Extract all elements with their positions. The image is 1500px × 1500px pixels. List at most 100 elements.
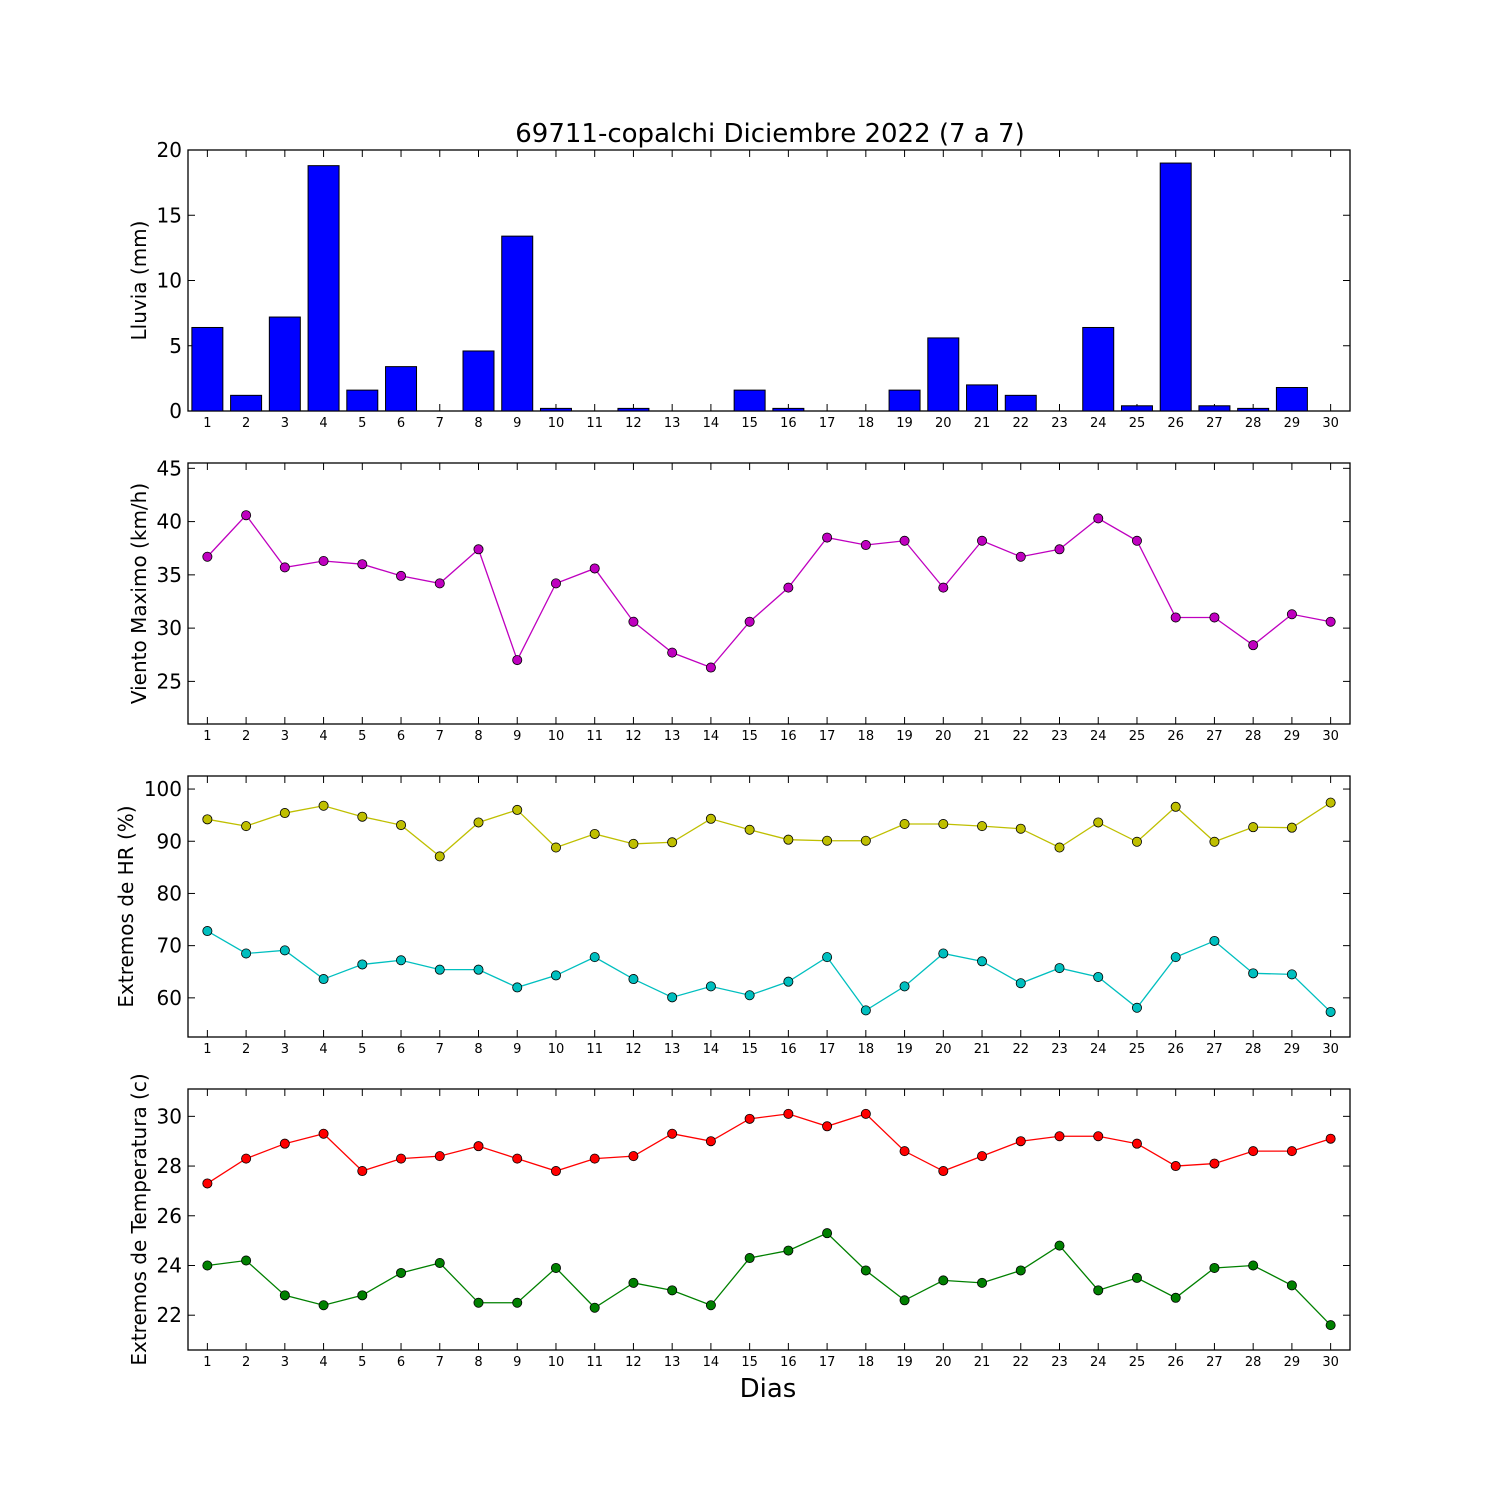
- x-tick-label: 4: [319, 1355, 327, 1370]
- data-point: [977, 821, 988, 832]
- x-tick-label: 28: [1245, 729, 1262, 744]
- x-tick-label: 9: [513, 416, 521, 431]
- data-point: [357, 959, 368, 970]
- data-point: [1248, 968, 1259, 979]
- data-point: [1131, 1002, 1142, 1013]
- x-tick-label: 17: [819, 729, 836, 744]
- y-tick-label: 20: [157, 138, 182, 162]
- x-tick-label: 25: [1129, 1042, 1146, 1057]
- x-tick-label: 13: [664, 416, 681, 431]
- x-tick-label: 30: [1322, 416, 1339, 431]
- data-point: [1170, 1292, 1181, 1303]
- x-tick-label: 24: [1090, 416, 1107, 431]
- rain-bar: [385, 366, 418, 412]
- data-point: [977, 956, 988, 967]
- data-point: [1248, 1260, 1259, 1271]
- x-tick-label: 26: [1167, 1042, 1184, 1057]
- x-tick-label: 18: [858, 1042, 875, 1057]
- x-tick-label: 25: [1129, 416, 1146, 431]
- data-point: [899, 981, 910, 992]
- data-point: [705, 1300, 716, 1311]
- data-point: [1170, 1161, 1181, 1172]
- x-tick-label: 10: [548, 416, 565, 431]
- data-point: [744, 1253, 755, 1264]
- x-tick-label: 5: [358, 729, 366, 744]
- data-point: [1248, 640, 1259, 651]
- x-tick-label: 10: [548, 1042, 565, 1057]
- rain-bar: [1120, 405, 1153, 412]
- data-point: [628, 616, 639, 627]
- data-point: [705, 813, 716, 824]
- data-point: [202, 926, 213, 937]
- data-point: [512, 1297, 523, 1308]
- y-tick-label: 35: [157, 563, 182, 587]
- x-tick-label: 15: [741, 1042, 758, 1057]
- x-tick-label: 19: [896, 1042, 913, 1057]
- x-tick-label: 18: [858, 729, 875, 744]
- x-tick-label: 19: [896, 1355, 913, 1370]
- y-tick-label: 5: [169, 334, 182, 358]
- x-tick-label: 2: [242, 416, 250, 431]
- data-point: [1093, 817, 1104, 828]
- data-point: [1209, 1262, 1220, 1273]
- data-point: [473, 1297, 484, 1308]
- data-point: [1209, 935, 1220, 946]
- data-point: [1131, 1272, 1142, 1283]
- data-point: [822, 1228, 833, 1239]
- data-point: [899, 819, 910, 830]
- data-point: [473, 1141, 484, 1152]
- x-tick-label: 9: [513, 1042, 521, 1057]
- data-point: [589, 952, 600, 963]
- x-tick-label: 22: [1012, 1042, 1029, 1057]
- x-tick-label: 22: [1012, 1355, 1029, 1370]
- data-point: [357, 1290, 368, 1301]
- rain-bar: [888, 389, 921, 412]
- series-line: [207, 802, 1331, 858]
- data-point: [899, 1295, 910, 1306]
- x-tick-label: 13: [664, 1042, 681, 1057]
- rain-bar: [268, 316, 301, 412]
- data-point: [1248, 1146, 1259, 1157]
- data-point: [783, 582, 794, 593]
- x-tick-label: 3: [281, 729, 289, 744]
- x-tick-label: 12: [625, 416, 642, 431]
- x-tick-label: 16: [780, 1355, 797, 1370]
- data-point: [1131, 1138, 1142, 1149]
- x-tick-label: 11: [586, 416, 603, 431]
- x-tick-label: 16: [780, 416, 797, 431]
- data-point: [1054, 1131, 1065, 1142]
- data-point: [434, 578, 445, 589]
- x-tick-label: 16: [780, 729, 797, 744]
- x-tick-label: 24: [1090, 1355, 1107, 1370]
- data-point: [202, 1178, 213, 1189]
- data-point: [667, 837, 678, 848]
- data-point: [550, 578, 561, 589]
- data-point: [357, 1166, 368, 1177]
- data-point: [434, 851, 445, 862]
- data-point: [822, 532, 833, 543]
- data-point: [1015, 1136, 1026, 1147]
- x-tick-label: 13: [664, 1355, 681, 1370]
- x-tick-label: 27: [1206, 1355, 1223, 1370]
- y-tick-label: 70: [157, 934, 182, 958]
- x-tick-label: 7: [436, 729, 444, 744]
- x-tick-label: 11: [586, 1042, 603, 1057]
- x-tick-label: 1: [203, 416, 211, 431]
- rain-bar: [462, 350, 495, 412]
- rain-bar: [1004, 394, 1037, 412]
- rain-bar: [501, 235, 534, 412]
- y-tick-label: 30: [157, 1104, 182, 1128]
- data-point: [938, 1166, 949, 1177]
- data-point: [705, 662, 716, 673]
- data-point: [860, 1265, 871, 1276]
- data-point: [1131, 836, 1142, 847]
- y-tick-label: 100: [144, 777, 182, 801]
- data-point: [396, 1267, 407, 1278]
- x-tick-label: 29: [1284, 1042, 1301, 1057]
- x-tick-label: 5: [358, 1355, 366, 1370]
- x-tick-label: 5: [358, 416, 366, 431]
- y-tick-label: 24: [157, 1253, 182, 1277]
